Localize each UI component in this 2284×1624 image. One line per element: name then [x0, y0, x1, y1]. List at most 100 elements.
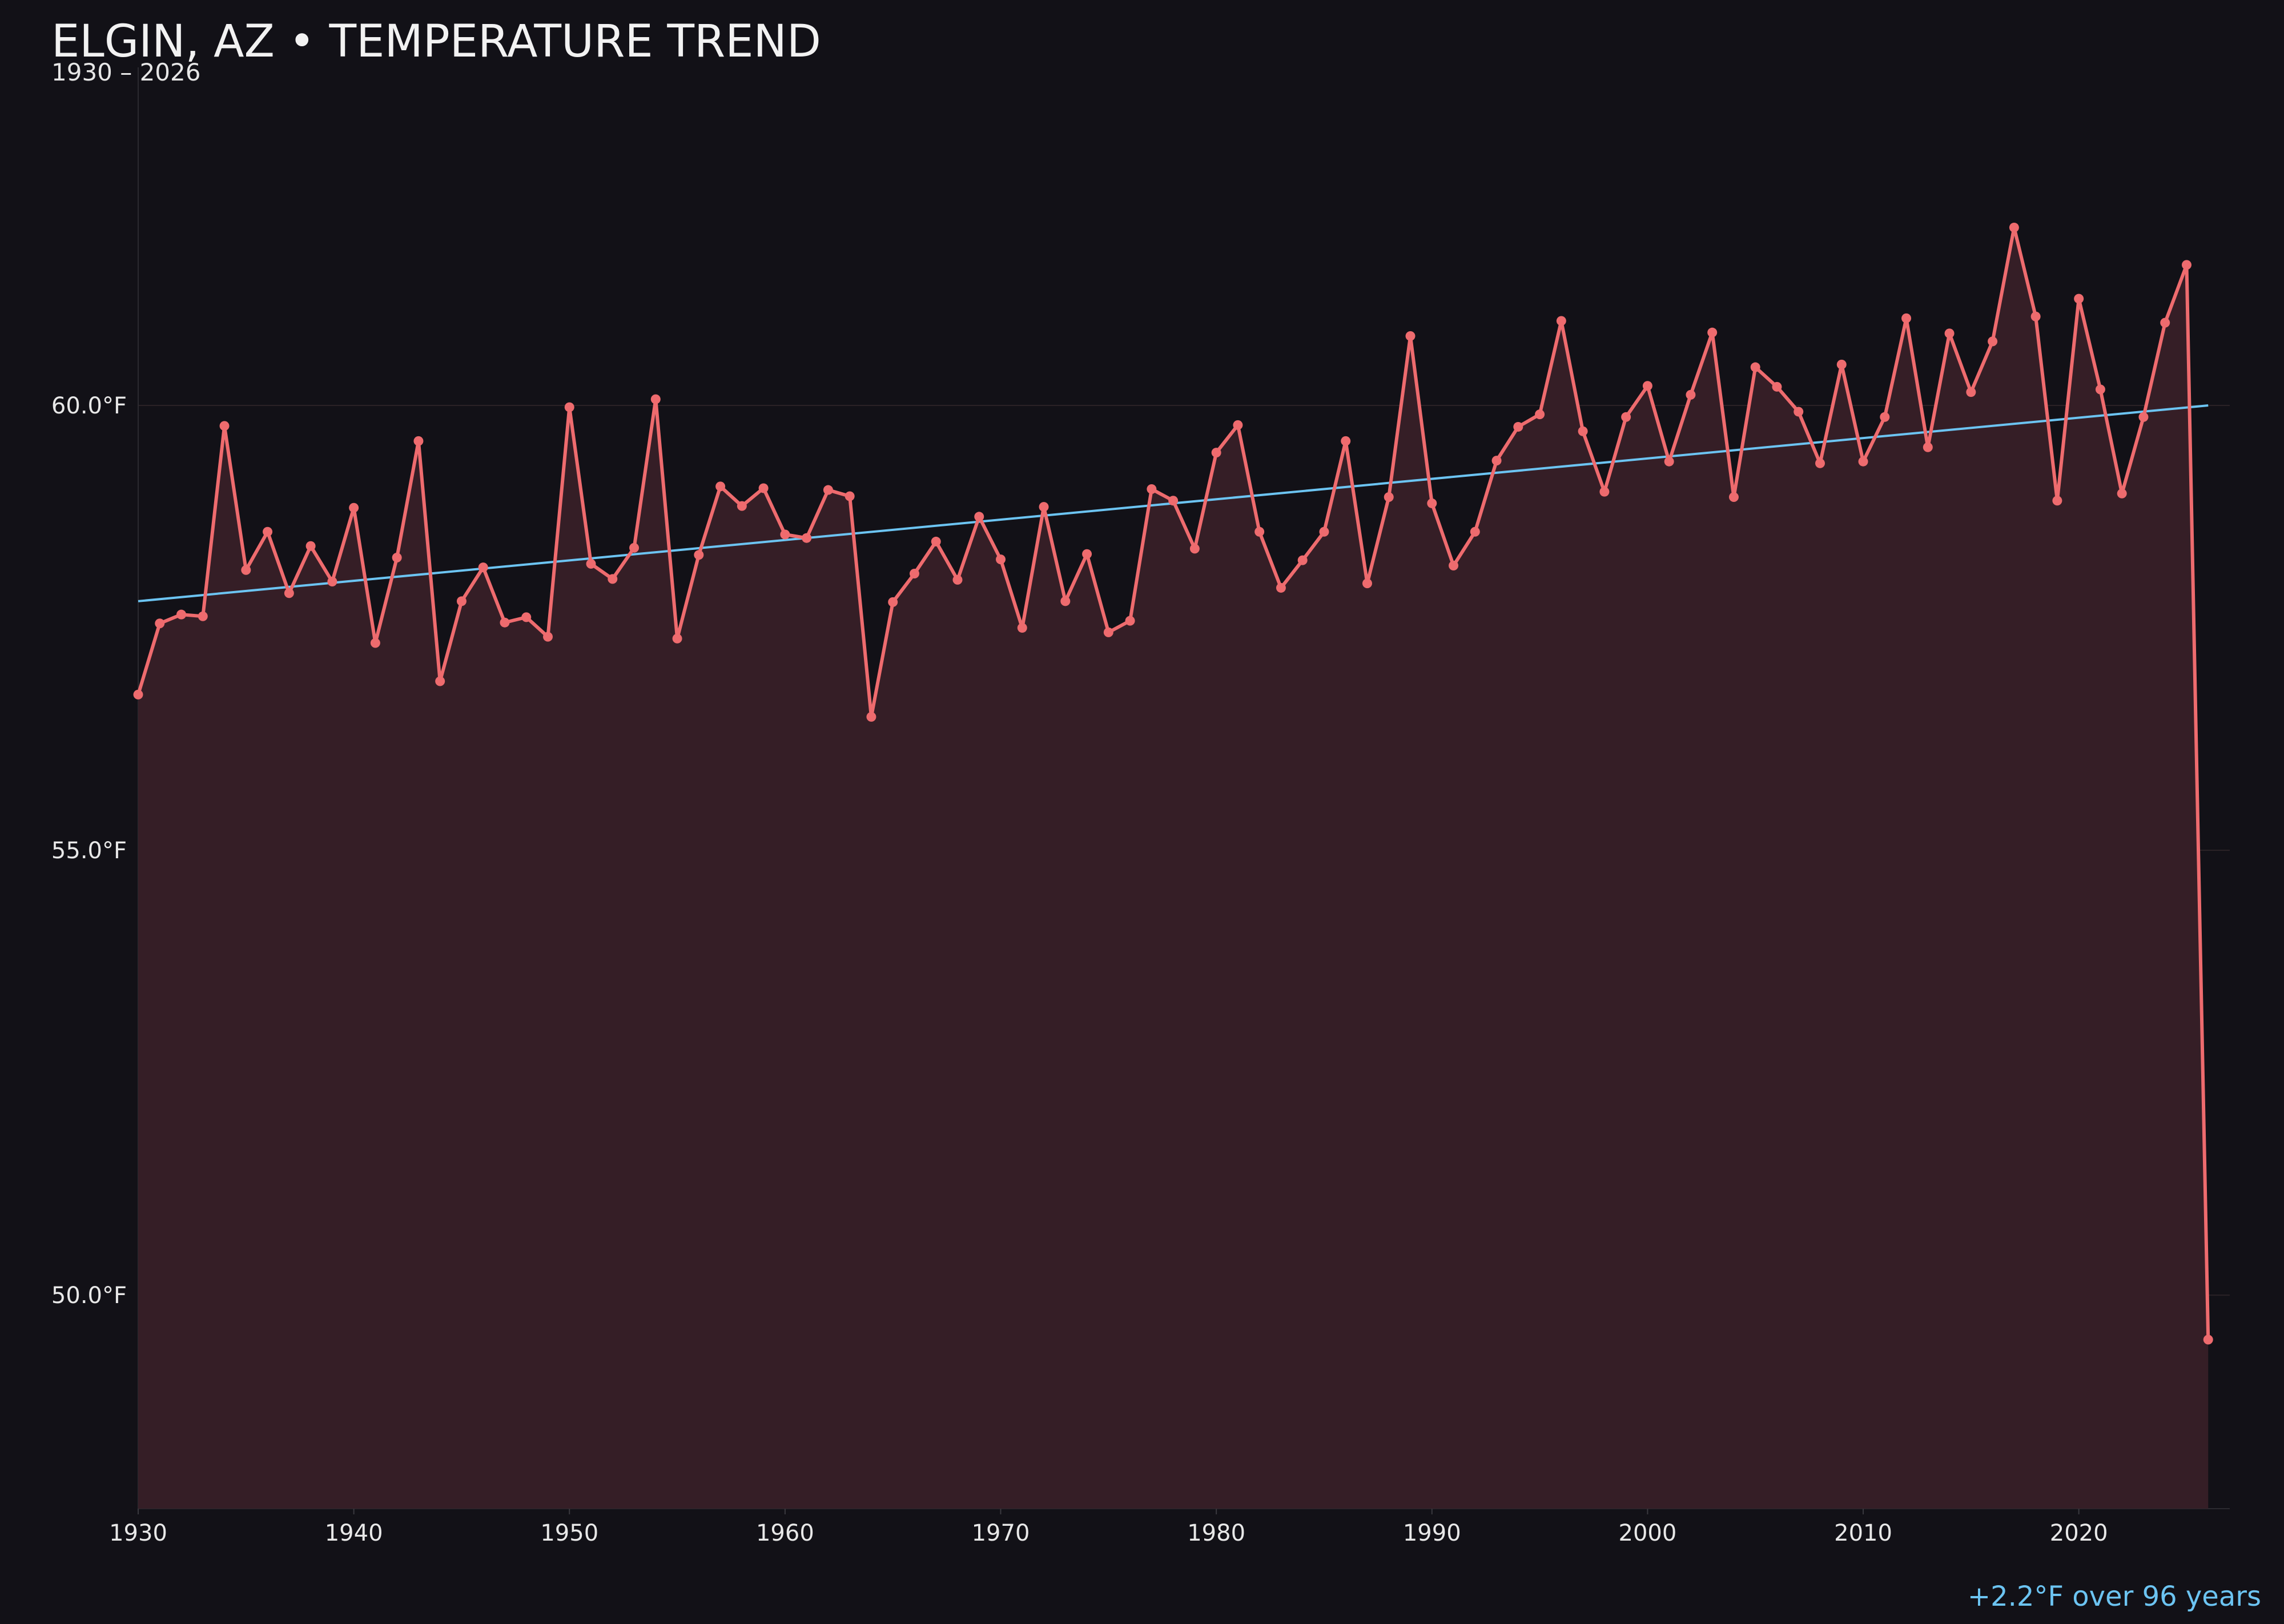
data-point-1960	[780, 529, 790, 540]
series-area-fill	[138, 227, 2209, 1509]
data-point-1977	[1147, 484, 1157, 495]
data-point-2009	[1836, 359, 1847, 369]
data-point-1965	[888, 597, 898, 607]
x-tick-label-3: 1960	[756, 1520, 814, 1546]
data-point-1953	[629, 542, 640, 553]
data-point-1989	[1405, 331, 1416, 341]
data-point-2014	[1944, 328, 1955, 339]
data-point-1964	[866, 711, 876, 722]
data-point-1999	[1621, 412, 1631, 422]
x-tick-label-4: 1970	[972, 1520, 1030, 1546]
data-points	[133, 222, 2213, 1345]
data-point-1941	[370, 638, 380, 648]
chart-title: ELGIN, AZ • TEMPERATURE TREND	[51, 16, 821, 67]
data-point-1992	[1470, 526, 1480, 537]
data-point-2001	[1664, 456, 1674, 467]
data-point-1958	[737, 501, 747, 511]
x-tick-label-5: 1980	[1187, 1520, 1245, 1546]
chart-subtitle: 1930 – 2026	[51, 58, 201, 86]
x-tick-label-7: 2000	[1619, 1520, 1677, 1546]
data-point-1951	[586, 558, 596, 569]
data-point-1942	[392, 552, 402, 562]
data-point-1959	[758, 483, 769, 493]
data-point-1973	[1060, 596, 1071, 606]
data-point-1962	[823, 485, 833, 495]
data-point-1980	[1211, 448, 1221, 458]
data-point-1991	[1449, 560, 1459, 570]
data-point-2017	[2009, 222, 2019, 232]
data-point-1975	[1103, 627, 1113, 637]
data-point-2008	[1815, 458, 1825, 468]
data-point-1979	[1189, 544, 1200, 554]
x-tick-label-9: 2020	[2050, 1520, 2108, 1546]
data-point-2016	[1988, 336, 1998, 347]
data-point-1956	[694, 550, 704, 560]
y-tick-label-1: 55.0°F	[51, 838, 127, 864]
data-point-1935	[241, 565, 251, 575]
data-point-1945	[456, 596, 467, 606]
data-point-1948	[521, 612, 532, 622]
data-point-2020	[2074, 294, 2084, 304]
data-point-1950	[564, 402, 574, 412]
y-tick-labels: 50.0°F 55.0°F 60.0°F	[51, 393, 127, 1309]
data-point-1994	[1513, 421, 1523, 432]
data-point-1981	[1233, 420, 1243, 430]
data-point-1968	[952, 574, 963, 585]
data-point-1990	[1427, 498, 1437, 508]
data-point-1943	[413, 436, 424, 446]
series-area	[138, 227, 2209, 1509]
data-point-1933	[198, 611, 208, 621]
data-point-1937	[284, 588, 294, 598]
data-point-1996	[1556, 316, 1566, 326]
data-point-1940	[349, 503, 359, 513]
data-point-1983	[1276, 582, 1286, 593]
data-point-1969	[974, 512, 984, 522]
x-tick-label-1: 1940	[325, 1520, 383, 1546]
data-point-2018	[2030, 311, 2041, 321]
data-point-1982	[1254, 526, 1265, 537]
data-point-2011	[1880, 412, 1890, 422]
data-point-1949	[542, 632, 553, 642]
data-point-2004	[1728, 492, 1739, 503]
x-tick-labels: 1930 1940 1950 1960 1970 1980 1990 2000 2010 2020	[109, 1509, 2108, 1546]
data-point-1995	[1535, 409, 1545, 420]
data-point-2003	[1707, 327, 1718, 337]
data-point-1970	[996, 554, 1006, 565]
data-point-1986	[1341, 436, 1351, 446]
data-point-1974	[1082, 549, 1092, 559]
y-tick-label-2: 60.0°F	[51, 393, 127, 419]
data-point-1954	[650, 394, 661, 404]
data-point-1963	[845, 491, 855, 501]
data-point-1971	[1017, 623, 1027, 633]
data-point-2000	[1642, 381, 1652, 391]
y-tick-label-0: 50.0°F	[51, 1283, 127, 1309]
data-point-1944	[435, 676, 445, 686]
data-point-2006	[1772, 381, 1782, 392]
data-point-2019	[2052, 496, 2062, 506]
data-point-1984	[1297, 555, 1308, 565]
data-point-1985	[1319, 526, 1329, 537]
x-tick-label-0: 1930	[109, 1520, 167, 1546]
data-point-1932	[176, 609, 187, 620]
data-point-2010	[1858, 456, 1868, 467]
data-point-2002	[1686, 389, 1696, 400]
data-point-2026	[2203, 1334, 2213, 1345]
data-point-2007	[1794, 407, 1804, 417]
data-point-2023	[2138, 412, 2149, 422]
data-point-2024	[2160, 317, 2170, 328]
data-point-2021	[2095, 384, 2105, 395]
data-point-1934	[219, 421, 230, 431]
data-point-2025	[2181, 260, 2191, 270]
data-point-1966	[909, 569, 919, 579]
data-point-1993	[1491, 456, 1502, 466]
data-point-1952	[608, 574, 618, 584]
data-point-1972	[1039, 502, 1049, 512]
x-tick-label-6: 1990	[1403, 1520, 1461, 1546]
data-point-2015	[1966, 387, 1976, 397]
data-point-1946	[478, 562, 488, 573]
data-point-1987	[1362, 578, 1372, 589]
x-tick-label-2: 1950	[540, 1520, 598, 1546]
data-point-1976	[1125, 616, 1135, 626]
data-point-2013	[1923, 442, 1933, 452]
